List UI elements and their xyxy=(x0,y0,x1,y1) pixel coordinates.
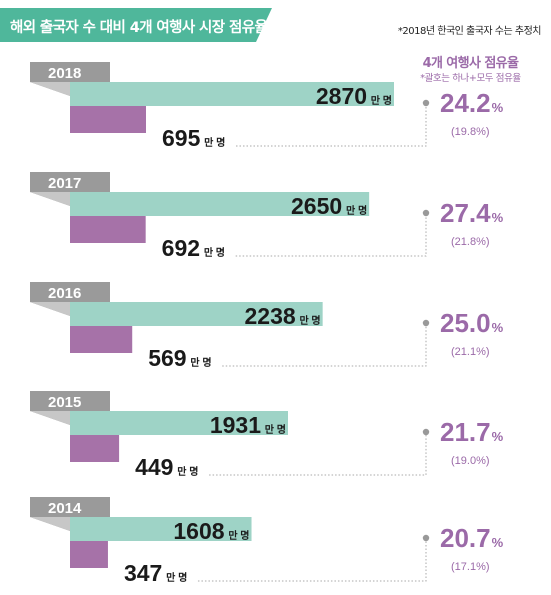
total-departures-label: 1608 만 명 xyxy=(173,518,249,544)
year-tab-fold xyxy=(30,192,70,206)
agency-label: 569 만 명 xyxy=(148,345,211,371)
agency-unit: 만 명 xyxy=(201,246,225,259)
year-label: 2018 xyxy=(48,65,81,82)
year-label: 2015 xyxy=(48,394,81,411)
agency-bar xyxy=(70,541,108,568)
share-dot xyxy=(422,209,430,217)
chart-title-bar: 해외 출국자 수 대비 4개 여행사 시장 점유율 xyxy=(0,8,272,42)
agency-value: 569 xyxy=(148,345,186,371)
chart-title: 해외 출국자 수 대비 4개 여행사 시장 점유율 xyxy=(10,20,268,36)
total-value: 2870 xyxy=(316,83,367,109)
connector-line xyxy=(209,432,427,476)
agency-bar xyxy=(70,216,146,243)
agency-label: 449 만 명 xyxy=(135,454,198,480)
year-tab-fold xyxy=(30,82,70,96)
total-departures-bar xyxy=(70,82,394,106)
agency-bar xyxy=(70,435,120,462)
share-dot xyxy=(422,319,430,327)
agency-label: 692 만 명 xyxy=(162,235,225,261)
total-departures-bar xyxy=(70,411,288,435)
total-departures-bar xyxy=(70,517,252,541)
share-percent: 21.7% xyxy=(440,417,504,447)
agency-value: 347 xyxy=(124,560,162,586)
connector-line xyxy=(236,103,427,147)
share-percent: 25.0% xyxy=(440,308,504,338)
title-background xyxy=(0,8,272,42)
share-percent: 20.7% xyxy=(440,523,504,553)
agency-value: 449 xyxy=(135,454,173,480)
estimate-note: *2018년 한국인 출국자 수는 추정치 xyxy=(397,26,542,37)
agency-bar xyxy=(70,326,133,353)
share-unit: % xyxy=(492,320,504,335)
share-value: 20.7 xyxy=(440,523,491,553)
total-departures-label: 2238 만 명 xyxy=(245,303,321,329)
share-value: 27.4 xyxy=(440,198,491,228)
total-unit: 만 명 xyxy=(343,204,367,217)
share-dot xyxy=(422,428,430,436)
agency-unit: 만 명 xyxy=(188,356,212,369)
total-value: 2650 xyxy=(291,193,342,219)
year-label: 2016 xyxy=(48,285,81,302)
total-departures-bar xyxy=(70,302,323,326)
share-unit: % xyxy=(492,429,504,444)
share-value: 24.2 xyxy=(440,88,491,118)
total-departures-bar xyxy=(70,192,370,216)
total-departures-label: 2650 만 명 xyxy=(291,193,367,219)
total-unit: 만 명 xyxy=(262,423,286,436)
year-tab-fold xyxy=(30,517,70,531)
year-label: 2017 xyxy=(48,175,81,192)
agency-unit: 만 명 xyxy=(201,136,225,149)
agency-value: 695 xyxy=(162,125,201,151)
share-value: 25.0 xyxy=(440,308,491,338)
agency-unit: 만 명 xyxy=(174,465,198,478)
total-departures-label: 2870 만 명 xyxy=(316,83,392,109)
connector-line xyxy=(235,213,427,257)
agency-bar xyxy=(70,106,146,133)
total-value: 1931 xyxy=(210,412,261,438)
total-value: 2238 xyxy=(245,303,296,329)
agency-unit: 만 명 xyxy=(163,571,187,584)
agency-value: 692 xyxy=(162,235,200,261)
share-unit: % xyxy=(492,535,504,550)
share-legend-subtitle: *괄호는 하나+모두 점유율 xyxy=(420,73,521,84)
year-tab-fold xyxy=(30,302,70,316)
hana-mode-share: (19.0%) xyxy=(451,455,490,467)
connector-line xyxy=(197,538,427,582)
share-dot xyxy=(422,534,430,542)
hana-mode-share: (21.1%) xyxy=(451,346,490,358)
connector-line xyxy=(222,323,427,367)
share-value: 21.7 xyxy=(440,417,491,447)
agency-label: 347 만 명 xyxy=(124,560,187,586)
total-unit: 만 명 xyxy=(226,529,250,542)
share-unit: % xyxy=(492,210,504,225)
share-dot xyxy=(422,99,430,107)
share-legend-title: 4개 여행사 점유율 xyxy=(422,56,519,71)
total-unit: 만 명 xyxy=(297,314,321,327)
share-unit: % xyxy=(492,100,504,115)
total-value: 1608 xyxy=(173,518,224,544)
hana-mode-share: (17.1%) xyxy=(451,561,490,573)
share-percent: 27.4% xyxy=(440,198,504,228)
year-tab-fold xyxy=(30,411,70,425)
hana-mode-share: (19.8%) xyxy=(451,126,490,138)
year-label: 2014 xyxy=(48,500,82,517)
total-departures-label: 1931 만 명 xyxy=(210,412,286,438)
total-unit: 만 명 xyxy=(368,94,392,107)
agency-label: 695 만 명 xyxy=(162,125,225,151)
share-percent: 24.2% xyxy=(440,88,504,118)
hana-mode-share: (21.8%) xyxy=(451,236,490,248)
